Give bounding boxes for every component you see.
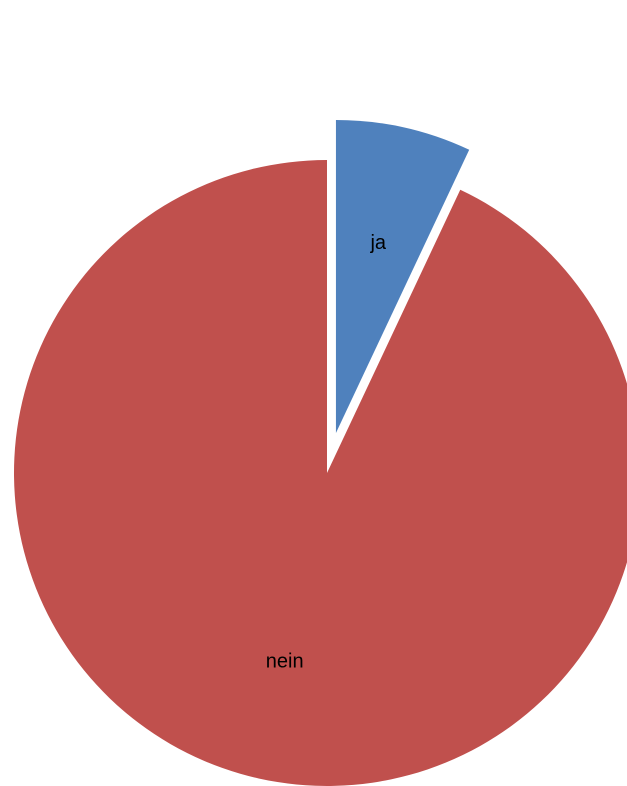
pie-slice-label-nein: nein [266, 651, 304, 673]
pie-slice-nein [14, 160, 627, 786]
pie-slice-label-ja: ja [369, 232, 386, 254]
pie-slice-ja [335, 119, 470, 433]
